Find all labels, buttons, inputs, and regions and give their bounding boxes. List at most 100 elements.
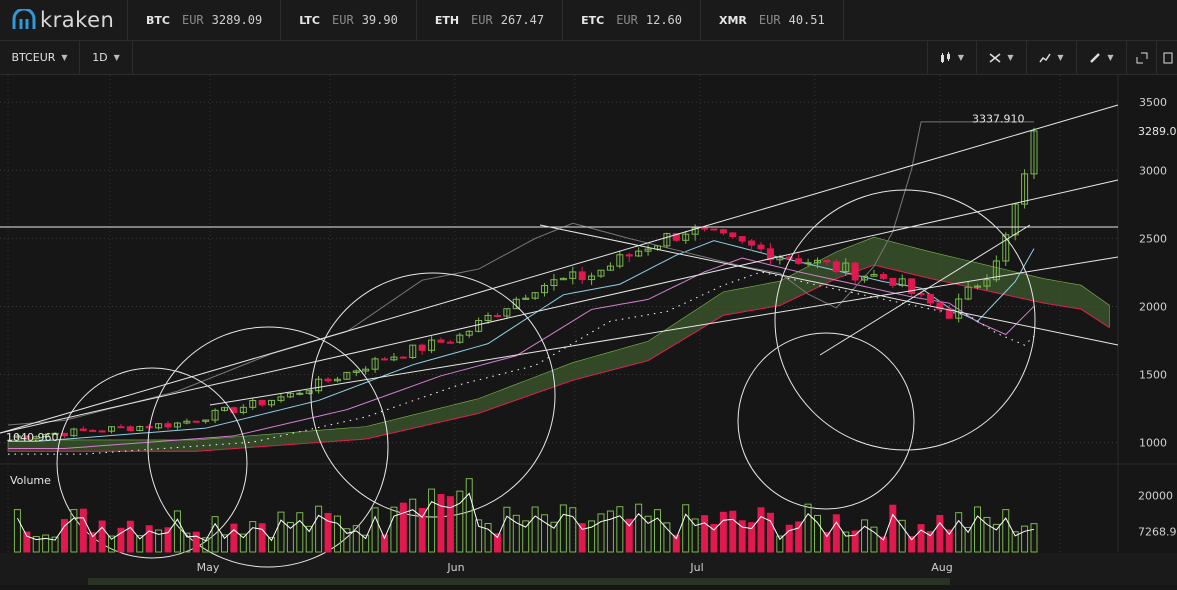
- volume-bar: [286, 521, 294, 553]
- candle-body: [89, 429, 97, 432]
- candle-body: [70, 428, 78, 437]
- candle-body: [324, 378, 332, 382]
- pair-selector[interactable]: BTCEUR ▼: [0, 41, 80, 74]
- volume-tick-label: 7268.9: [1138, 525, 1177, 538]
- volume-bar: [710, 524, 718, 553]
- candle-body: [51, 432, 59, 436]
- candle-body: [79, 428, 87, 431]
- volume-bar: [964, 526, 972, 553]
- chevron-down-icon: ▼: [1107, 53, 1114, 62]
- ticker-etc[interactable]: ETC EUR 12.60: [563, 0, 701, 40]
- ticker-symbol: ETH: [434, 13, 460, 27]
- candle-body: [926, 293, 934, 304]
- candle-body: [569, 271, 577, 279]
- volume-bar: [503, 506, 511, 553]
- fullscreen-button[interactable]: [1127, 41, 1157, 74]
- ticker-price: 40.51: [788, 13, 825, 27]
- candle-body: [155, 423, 163, 429]
- candle-body: [371, 358, 379, 370]
- candle-body: [362, 368, 370, 372]
- volume-bar: [804, 503, 812, 553]
- candle-body: [117, 426, 125, 429]
- candle-body: [296, 392, 304, 395]
- draw-tools-button[interactable]: ▼: [1077, 41, 1127, 74]
- ticker-price: 3289.09: [211, 13, 263, 27]
- kraken-logo[interactable]: kraken: [0, 0, 128, 40]
- volume-bar: [672, 534, 680, 553]
- crosshair-button[interactable]: ▼: [977, 41, 1027, 74]
- volume-bar: [108, 535, 116, 553]
- volume-bar: [861, 519, 869, 553]
- pair-label: BTCEUR: [11, 51, 56, 64]
- candle-body: [333, 378, 341, 382]
- price-tick-label: 1000: [1139, 437, 1167, 450]
- candle-body: [446, 341, 454, 344]
- volume-bar: [202, 537, 210, 553]
- volume-bar: [352, 525, 360, 553]
- volume-bar: [51, 536, 59, 553]
- volume-average-line: [16, 492, 1035, 542]
- volume-bar: [832, 514, 840, 553]
- candle-body: [183, 420, 191, 424]
- candle-body: [390, 356, 398, 361]
- candle-body: [108, 426, 116, 432]
- candle-body: [682, 233, 690, 241]
- candle-body: [738, 236, 746, 242]
- ticker-xmr[interactable]: XMR EUR 40.51: [701, 0, 844, 40]
- candle-body: [870, 274, 878, 277]
- candle-body: [992, 260, 1000, 281]
- volume-bar: [879, 536, 887, 553]
- volume-bar: [13, 509, 21, 553]
- volume-bar: [164, 527, 172, 553]
- cloud-lower-line: [8, 264, 1110, 452]
- ticker-currency: EUR: [332, 13, 354, 27]
- ticker-price: 12.60: [645, 13, 682, 27]
- volume-bar: [983, 516, 991, 553]
- volume-bar: [785, 524, 793, 553]
- chart-type-button[interactable]: ▼: [927, 41, 977, 74]
- volume-bar: [663, 522, 671, 553]
- ticker-btc[interactable]: BTC EUR 3289.09: [128, 0, 282, 40]
- trend-line: [209, 256, 1119, 406]
- volume-bar: [192, 531, 200, 553]
- candle-body: [1002, 234, 1010, 262]
- candle-body: [202, 419, 210, 422]
- volume-bar: [795, 521, 803, 553]
- interval-label: 1D: [92, 51, 108, 64]
- crosshair-icon: [989, 52, 1001, 63]
- low-annotation: 1040.960: [6, 431, 59, 444]
- volume-bar: [917, 524, 925, 553]
- ticker-currency: EUR: [181, 13, 204, 27]
- indicators-button[interactable]: ▼: [1027, 41, 1077, 74]
- candle-body: [493, 315, 501, 318]
- volume-bar: [258, 523, 266, 553]
- candle-body: [588, 275, 596, 281]
- chevron-down-icon: ▼: [61, 53, 68, 62]
- chart-canvas[interactable]: 3500 3000 2500 2000 1500 1000 May Jun Jul Aug 3289…: [0, 75, 1177, 585]
- interval-selector[interactable]: 1D ▼: [80, 41, 133, 74]
- volume-bar: [381, 534, 389, 553]
- ticker-ltc[interactable]: LTC EUR 39.90: [281, 0, 417, 40]
- candle-body: [964, 286, 972, 300]
- ticker-eth[interactable]: ETH EUR 267.47: [417, 0, 564, 40]
- volume-bar: [437, 494, 445, 553]
- last-price-label: 3289.09: [1138, 125, 1177, 138]
- candle-body: [616, 254, 624, 267]
- volume-bar: [898, 519, 906, 553]
- volume-bar: [1030, 523, 1038, 553]
- price-chart[interactable]: 3500 3000 2500 2000 1500 1000 May Jun Jul Aug 3289…: [0, 75, 1177, 585]
- time-navigator: [88, 578, 950, 585]
- base-line: [8, 257, 1035, 449]
- month-label: Jun: [446, 561, 464, 574]
- ticker-currency: EUR: [616, 13, 638, 27]
- volume-bar: [89, 532, 97, 553]
- volume-panel-title: Volume: [10, 474, 51, 487]
- candle-body: [211, 409, 219, 421]
- candle-body: [418, 344, 426, 351]
- ticker-symbol: ETC: [581, 13, 605, 27]
- settings-button[interactable]: [1157, 41, 1177, 74]
- trend-line: [0, 104, 1119, 434]
- volume-bar: [559, 504, 567, 553]
- candle-body: [192, 420, 200, 423]
- volume-bar: [955, 512, 963, 553]
